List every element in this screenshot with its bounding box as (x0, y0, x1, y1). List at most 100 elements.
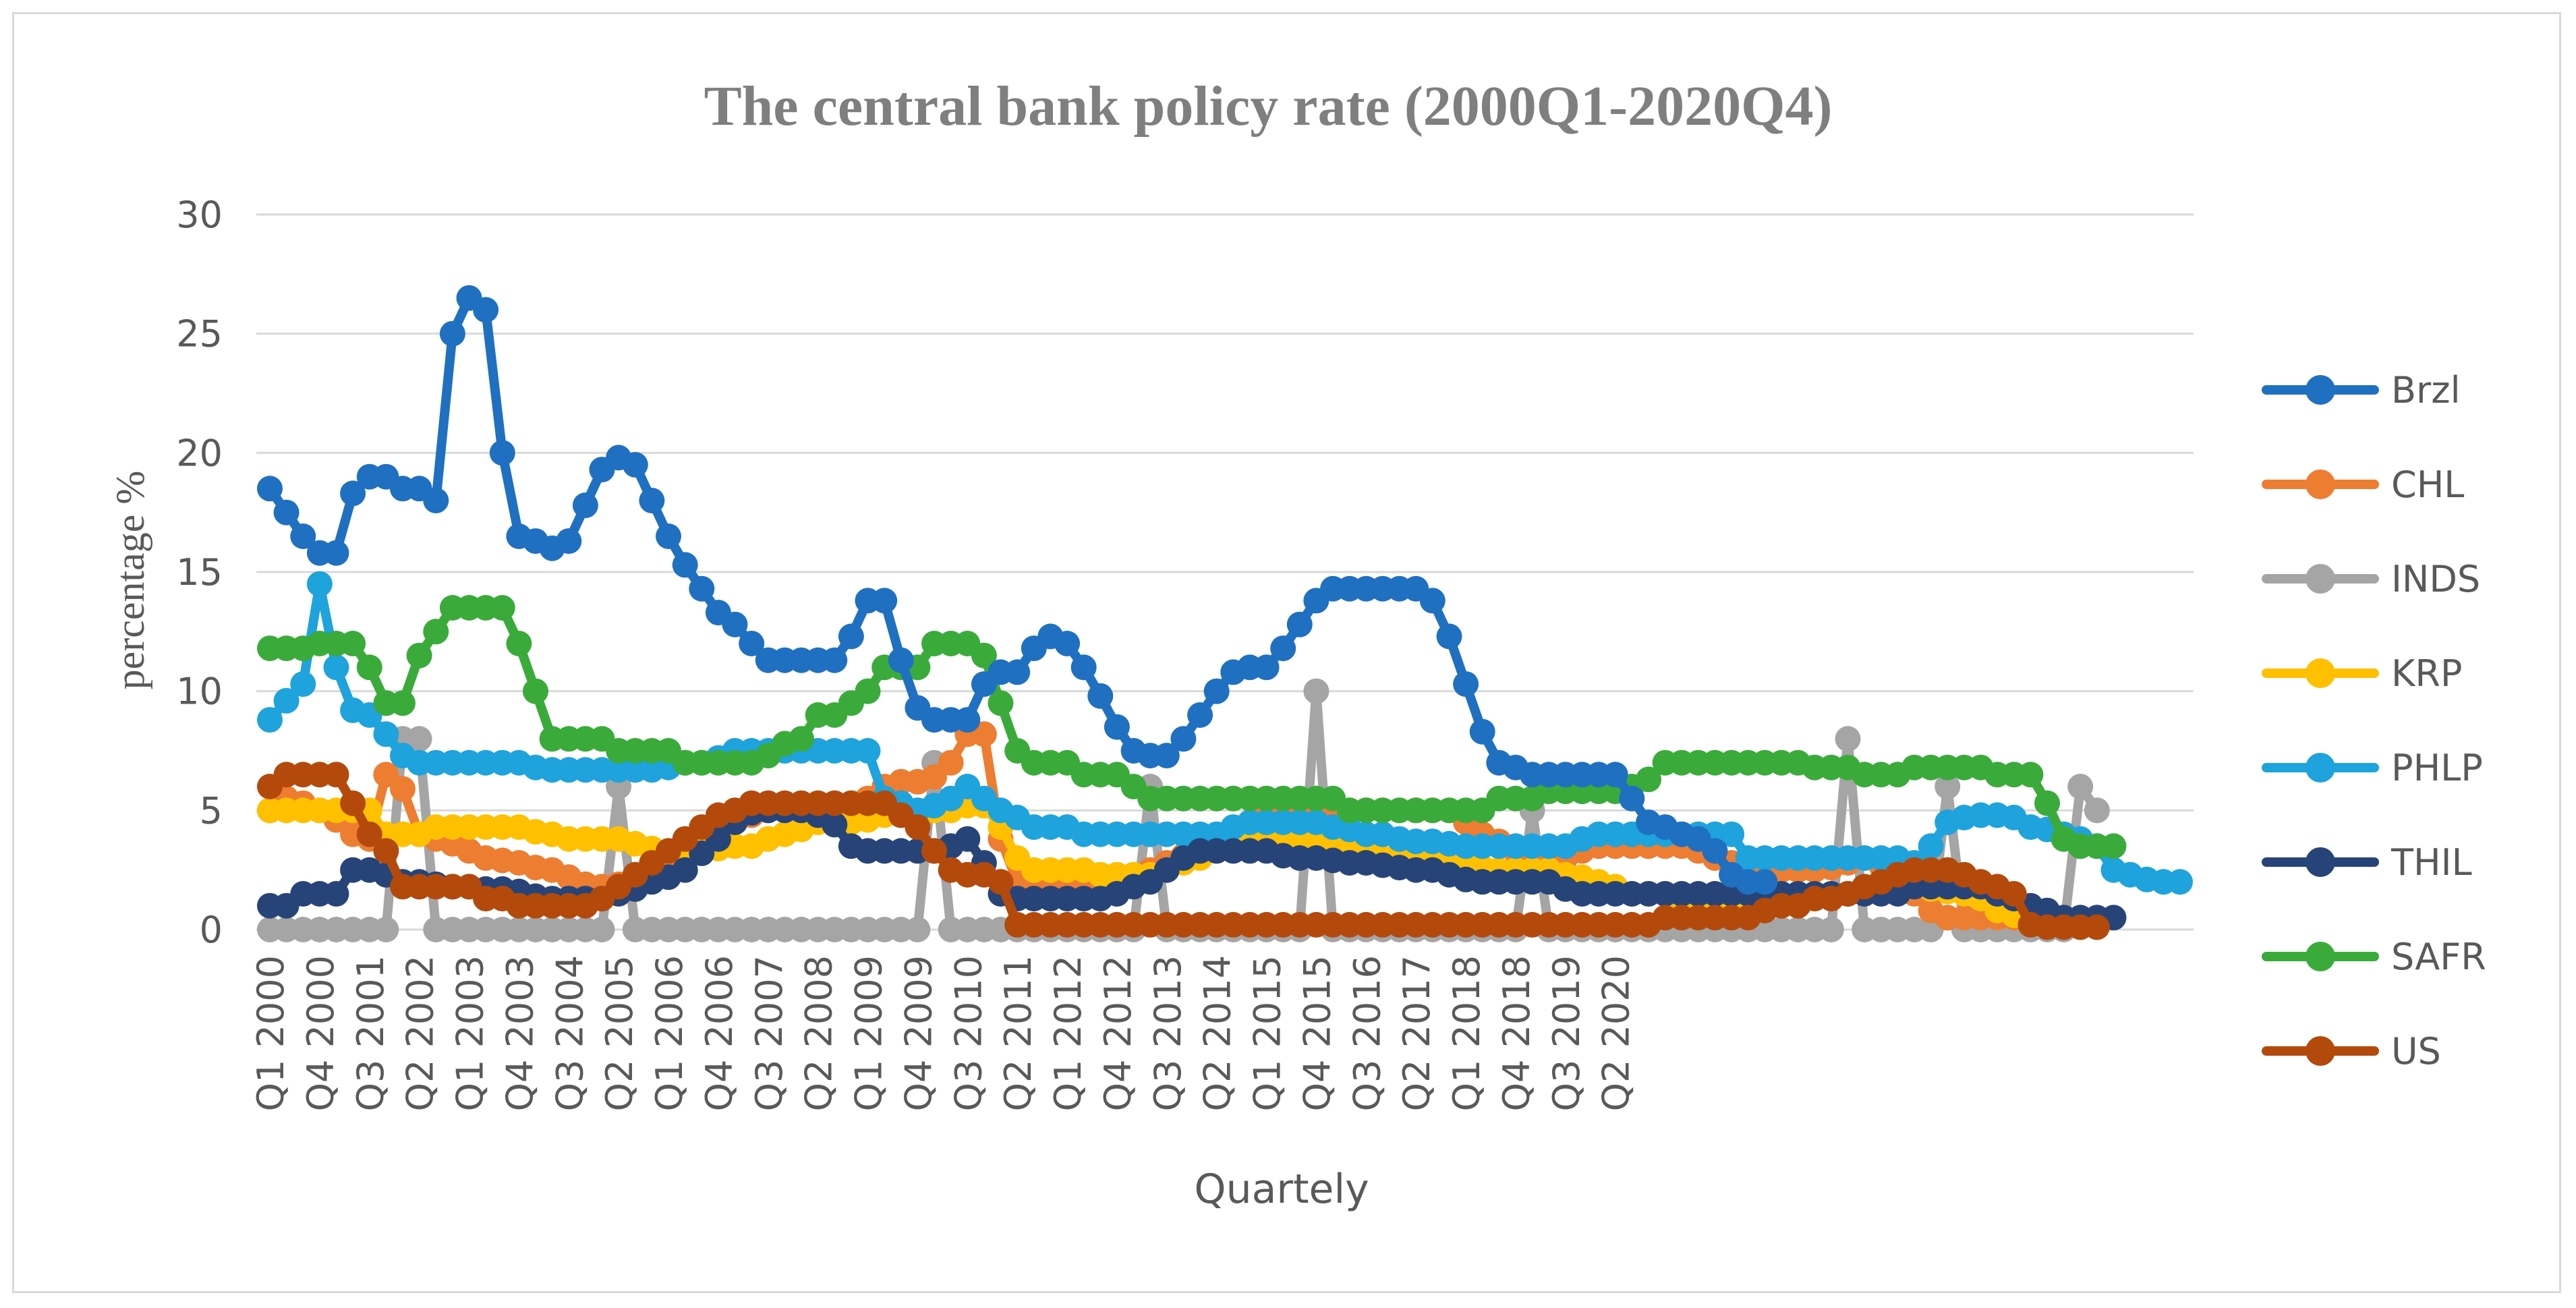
data-point-brzl (1070, 654, 1097, 681)
chart-title: The central bank policy rate (2000Q1-202… (704, 75, 1833, 138)
y-tick-label: 5 (200, 789, 223, 832)
y-tick-label: 0 (200, 909, 223, 951)
legend-label: PHLP (2391, 747, 2483, 789)
data-point-inds (2067, 774, 2094, 799)
x-tick-label: Q4 2009 (897, 955, 940, 1111)
data-point-phlp (323, 654, 349, 681)
data-point-us (373, 838, 399, 864)
series-brzl (257, 285, 1778, 895)
data-point-us (2084, 914, 2110, 940)
data-point-safr (1636, 766, 1661, 793)
data-point-inds (1935, 774, 1961, 799)
legend-marker (2306, 753, 2335, 783)
data-point-brzl (954, 707, 981, 733)
x-tick-label: Q4 2006 (698, 955, 741, 1111)
x-tick-label: Q3 2007 (748, 955, 791, 1111)
x-tick-label: Q1 2000 (250, 955, 292, 1111)
data-point-brzl (439, 320, 465, 347)
data-point-phlp (373, 721, 399, 747)
data-point-safr (423, 619, 449, 645)
legend-label: INDS (2391, 558, 2480, 600)
x-tick-label: Q3 2010 (947, 955, 990, 1111)
legend-label: Brzl (2391, 369, 2461, 411)
data-point-inds (1818, 917, 1844, 942)
legend-item-chl: CHL (2262, 463, 2464, 506)
legend-item-us: US (2262, 1030, 2441, 1073)
x-tick-label: Q1 2012 (1047, 955, 1089, 1111)
x-tick-label: Q3 2019 (1545, 955, 1588, 1111)
legend-item-phlp: PHLP (2262, 747, 2483, 789)
y-axis-title: percentage % (108, 471, 152, 690)
x-tick-label: Q3 2004 (548, 955, 591, 1111)
legend-label: THIL (2391, 841, 2472, 884)
data-point-safr (855, 678, 881, 704)
data-point-brzl (572, 492, 598, 519)
data-point-brzl (622, 452, 648, 478)
x-tick-label: Q2 2008 (798, 955, 840, 1111)
data-point-brzl (888, 647, 914, 673)
x-tick-label: Q4 2003 (498, 955, 541, 1111)
data-point-inds (589, 917, 615, 942)
x-axis-title: Quartely (1194, 1166, 1369, 1213)
data-point-chl (921, 764, 947, 790)
x-tick-label: Q2 2002 (399, 955, 442, 1111)
data-point-brzl (340, 480, 366, 507)
data-point-brzl (273, 499, 299, 525)
data-point-chl (938, 749, 964, 776)
data-point-brzl (323, 540, 349, 566)
data-point-brzl (1004, 659, 1031, 685)
data-point-brzl (489, 440, 515, 466)
data-point-safr (390, 690, 416, 716)
data-point-safr (988, 690, 1014, 716)
x-tick-label: Q3 2016 (1346, 955, 1388, 1111)
data-point-thil (954, 826, 981, 852)
x-tick-label: Q3 2001 (349, 955, 392, 1111)
data-point-brzl (1253, 654, 1280, 681)
data-point-thil (323, 881, 349, 907)
data-point-brzl (1419, 588, 1446, 614)
y-tick-label: 20 (176, 432, 223, 474)
data-point-us (340, 790, 366, 816)
legend-marker (2306, 658, 2335, 688)
y-tick-label: 15 (176, 551, 223, 594)
data-point-phlp (2167, 869, 2193, 895)
data-point-safr (971, 642, 997, 669)
legend-label: SAFR (2391, 936, 2486, 978)
y-axis-ticks: 0 5 10 15 20 25 30 (176, 194, 223, 951)
data-point-us (323, 762, 349, 788)
legend-item-safr: SAFR (2262, 936, 2486, 978)
x-tick-label: Q2 2020 (1595, 955, 1638, 1111)
x-tick-label: Q1 2018 (1446, 955, 1488, 1111)
data-point-safr (356, 654, 382, 681)
data-point-chl (373, 762, 399, 788)
data-point-brzl (1286, 611, 1313, 637)
y-tick-label: 10 (176, 671, 223, 713)
legend-item-krp: KRP (2262, 652, 2463, 695)
series-lines (257, 285, 2193, 942)
x-tick-label: Q2 2014 (1197, 955, 1239, 1111)
legend-label: KRP (2391, 652, 2463, 695)
legend-label: US (2391, 1030, 2441, 1073)
x-tick-label: Q1 2009 (848, 955, 890, 1111)
data-point-brzl (1054, 631, 1081, 656)
data-point-brzl (722, 611, 748, 637)
data-point-safr (523, 678, 548, 704)
x-tick-label: Q1 2006 (648, 955, 691, 1111)
y-tick-label: 25 (176, 313, 223, 356)
x-tick-label: Q1 2003 (449, 955, 492, 1111)
legend-item-brzl: Brzl (2262, 369, 2461, 411)
data-point-safr (406, 642, 432, 669)
legend-marker (2306, 470, 2335, 499)
data-point-chl (390, 776, 416, 802)
data-point-thil (672, 857, 698, 883)
y-tick-label: 30 (176, 194, 223, 236)
data-point-brzl (639, 488, 665, 513)
data-point-brzl (1187, 702, 1213, 728)
data-point-safr (506, 631, 532, 656)
x-tick-label: Q2 2017 (1396, 955, 1438, 1111)
data-point-phlp (306, 571, 333, 597)
x-tick-label: Q1 2015 (1247, 955, 1289, 1111)
data-point-safr (789, 726, 814, 752)
data-point-brzl (290, 523, 316, 549)
